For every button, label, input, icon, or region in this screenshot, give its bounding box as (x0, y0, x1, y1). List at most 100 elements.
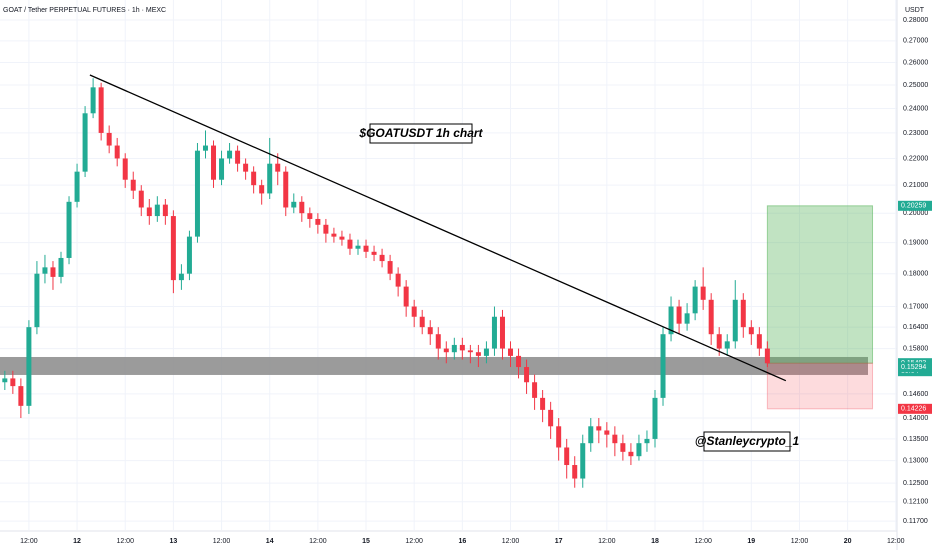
candle-body (219, 158, 225, 180)
candle-body (82, 113, 88, 172)
annotation: @Stanleycrypto_1 (695, 434, 800, 448)
x-tick-label: 14 (266, 538, 274, 545)
x-tick-label: 12:00 (887, 538, 905, 545)
candle-body (243, 163, 249, 172)
y-tick-label: 0.12100 (903, 499, 928, 506)
y-tick-label: 0.21000 (903, 182, 928, 189)
candle-body (764, 348, 770, 364)
x-tick-label: 12:00 (405, 538, 423, 545)
candle-body (692, 286, 698, 314)
candle-body (724, 341, 730, 349)
trendline (89, 74, 787, 382)
x-tick-label: 12:00 (791, 538, 809, 545)
y-tick-label: 0.15800 (903, 345, 928, 352)
candle-body (491, 316, 497, 349)
candle-body (740, 299, 746, 328)
candle-body (331, 233, 337, 237)
candle-body (66, 201, 72, 258)
candle-body (387, 261, 393, 274)
candle-body (475, 352, 481, 356)
candle-body (251, 171, 257, 186)
candle-body (74, 171, 80, 202)
candle-body (299, 201, 305, 214)
x-tick-label: 12:00 (309, 538, 327, 545)
candle-body (18, 386, 24, 406)
candle-body (435, 334, 441, 349)
y-tick-label: 0.14000 (903, 415, 928, 422)
candle-body (186, 236, 192, 274)
candle-body (700, 286, 706, 300)
x-tick-label: 16 (458, 538, 466, 545)
y-tick-label: 0.11700 (903, 518, 928, 525)
y-tick-label: 0.13000 (903, 457, 928, 464)
candle-body (50, 267, 56, 277)
candle-body (323, 224, 329, 234)
candle-body (756, 334, 762, 349)
candle-body (307, 213, 313, 219)
y-tick-label: 0.22000 (903, 155, 928, 162)
candle-body (612, 434, 618, 444)
candle-body (162, 204, 168, 217)
y-tick-label: 0.27000 (903, 38, 928, 45)
y-tick-label: 0.19000 (903, 239, 928, 246)
x-tick-label: 13 (169, 538, 177, 545)
candle-body (154, 204, 160, 217)
candle-body (540, 397, 546, 410)
candle-body (508, 348, 514, 356)
candle-body (211, 145, 217, 180)
candle-body (580, 443, 586, 479)
candle-body (315, 218, 321, 225)
candle-body (596, 426, 602, 431)
y-tick-label: 0.13500 (903, 436, 928, 443)
candle-body (524, 367, 530, 383)
price-label: 0.15294 (901, 364, 926, 371)
candle-body (668, 306, 674, 335)
candle-body (588, 426, 594, 444)
candle-body (564, 447, 570, 466)
candle-body (708, 299, 714, 335)
candle-body (748, 327, 754, 335)
x-tick-label: 19 (747, 538, 755, 545)
plot-area (0, 0, 897, 530)
candle-body (98, 87, 104, 133)
y-tick-label: 0.18000 (903, 271, 928, 278)
candle-body (395, 273, 401, 287)
candle-body (363, 245, 369, 252)
candle-body (122, 158, 128, 180)
candle-body (516, 355, 522, 368)
candle-body (146, 207, 152, 217)
candle-body (339, 236, 345, 240)
candle-body (347, 239, 353, 249)
x-tick-label: 12:00 (213, 538, 231, 545)
candle-body (283, 171, 289, 208)
support-zone (0, 356, 868, 375)
candle-body (732, 299, 738, 342)
candle-body (451, 344, 457, 353)
x-tick-label: 12:00 (20, 538, 38, 545)
candle-body (202, 145, 208, 151)
y-tick-label: 0.14600 (903, 391, 928, 398)
candle-body (644, 438, 650, 444)
candle-body (483, 348, 489, 356)
x-tick-label: 12:00 (502, 538, 520, 545)
target-zone (766, 205, 874, 364)
annotation-box (369, 123, 473, 144)
candle-body (2, 378, 8, 383)
candle-body (194, 150, 200, 237)
candle-body (467, 350, 473, 353)
candle-body (628, 451, 634, 457)
candle-body (556, 426, 562, 448)
candle-body (660, 334, 666, 398)
candle-body (604, 430, 610, 435)
candle-body (10, 378, 16, 387)
x-tick-label: 17 (555, 538, 563, 545)
candle-body (267, 163, 273, 194)
y-tick-label: 0.12500 (903, 480, 928, 487)
x-tick-label: 18 (651, 538, 659, 545)
candle-body (227, 150, 233, 159)
candle-body (114, 145, 120, 159)
candle-body (138, 190, 144, 208)
candle-body (403, 286, 409, 307)
